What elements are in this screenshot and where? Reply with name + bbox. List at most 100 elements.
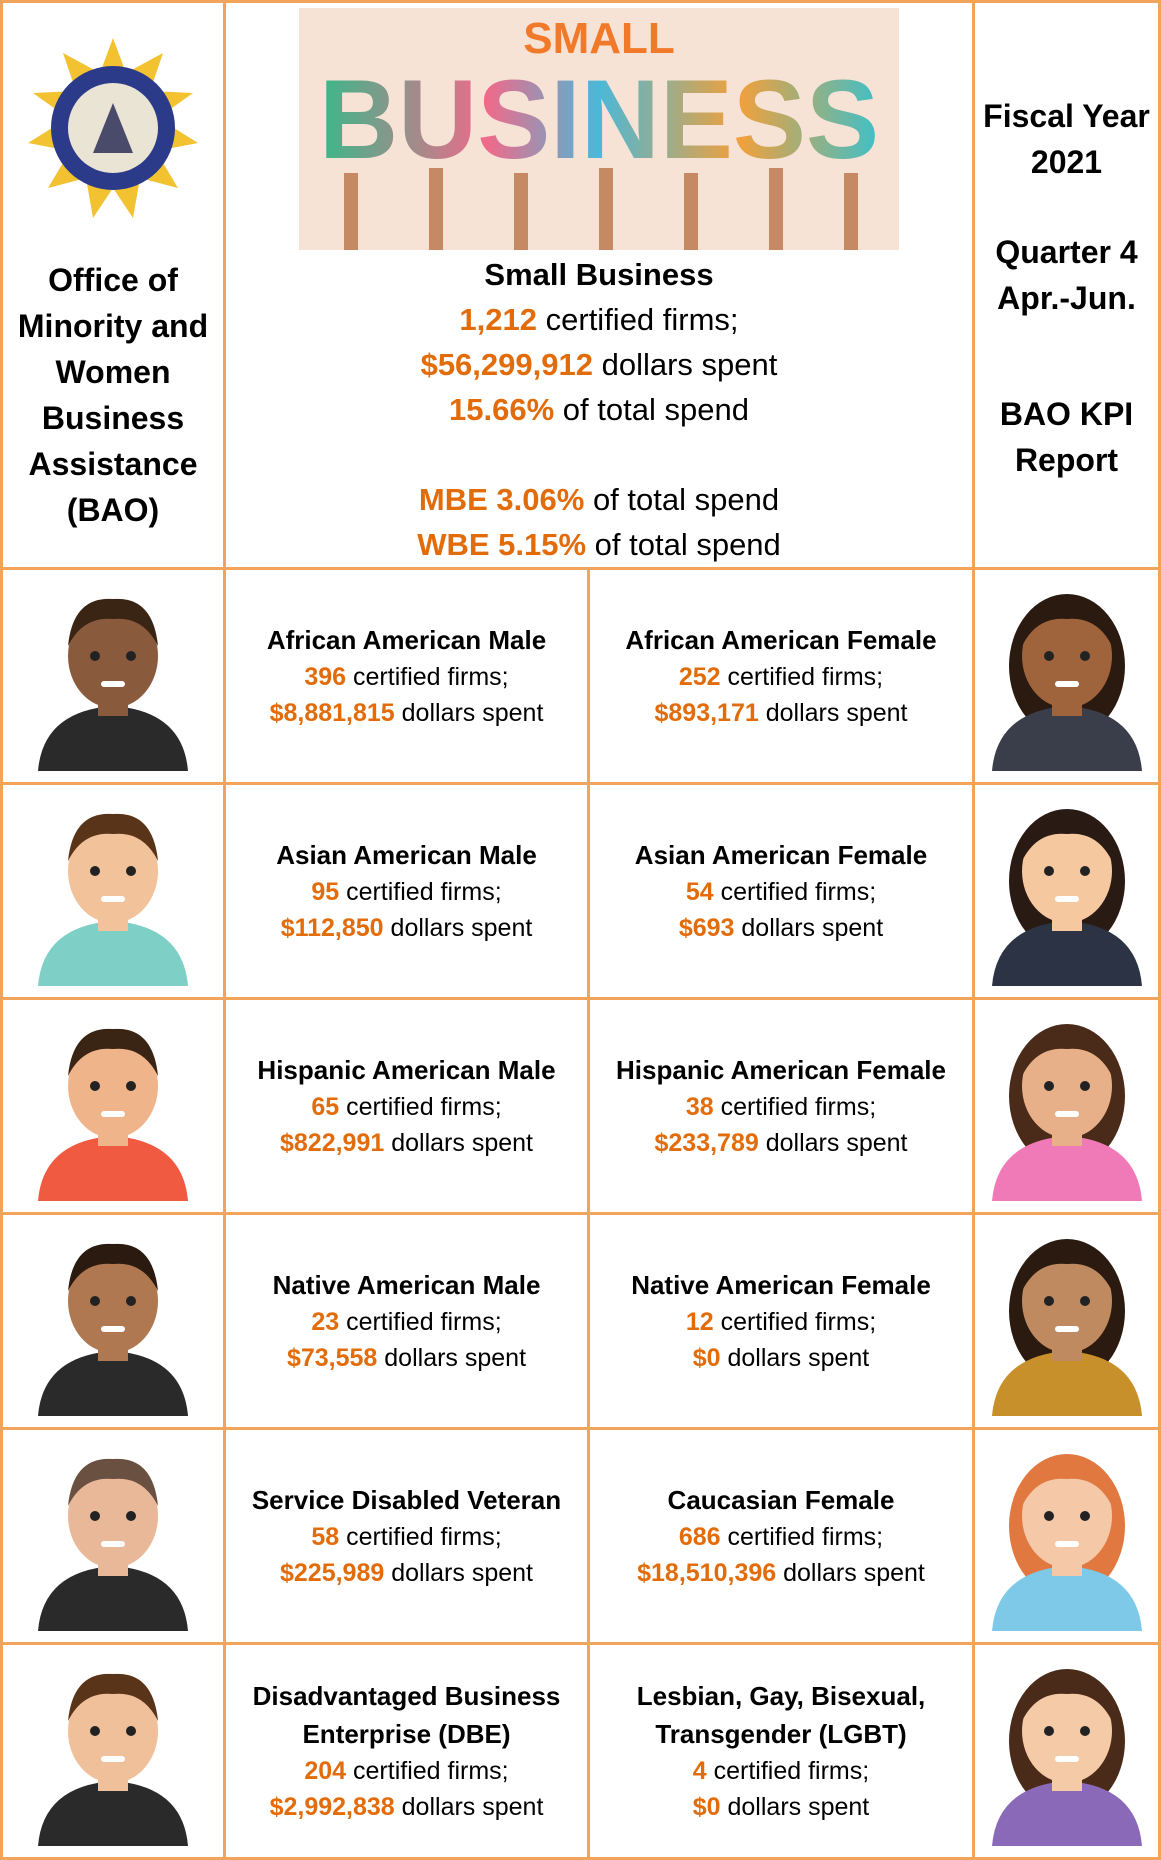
firms-line: 38 certified firms; [686,1089,876,1125]
highlight: 54 [686,878,714,906]
line-text: of total spend [563,392,749,427]
right-header: Fiscal Year 2021 Quarter 4 Apr.-Jun. BAO… [972,0,1161,570]
group-cell: Disadvantaged Business Enterprise (DBE)2… [223,1642,590,1860]
group-name: African American Female [615,621,946,659]
line-text: certified firms; [728,663,884,691]
spent-line: $0 dollars spent [693,1340,870,1376]
highlight: $73,558 [287,1344,377,1372]
spent-line: $225,989 dollars spent [280,1555,533,1591]
highlight: 58 [311,1523,339,1551]
summary-line: $56,299,912 dollars spent [417,342,781,387]
summary-line: 15.66% of total spend [417,387,781,432]
avatar [33,796,193,986]
highlight: 12 [686,1308,714,1336]
spent-line: $0 dollars spent [693,1789,870,1825]
line-text: dollars spent [391,1129,533,1157]
highlight: 252 [679,663,721,691]
fiscal-year: Fiscal Year 2021 [982,93,1152,185]
banner-small: SMALL [523,14,675,63]
group-name: African American Male [257,621,556,659]
avatar [987,1441,1147,1631]
line-text: dollars spent [402,699,544,727]
highlight: $822,991 [280,1129,384,1157]
line-text: certified firms; [721,1308,877,1336]
avatar [33,581,193,771]
line-text: certified firms; [721,1093,877,1121]
line-text: dollars spent [766,1129,908,1157]
spent-line: $233,789 dollars spent [655,1125,908,1161]
group-cell: Asian American Female 54 certified firms;… [587,782,975,1000]
highlight: 4 [693,1757,707,1785]
line-text: dollars spent [783,1559,925,1587]
highlight: WBE 5.15% [417,527,586,562]
line-text: dollars spent [728,1793,870,1821]
summary-line: WBE 5.15% of total spend [417,522,781,567]
group-name: Native American Female [621,1266,941,1304]
avatar-cell [972,782,1161,1000]
summary-line: 1,212 certified firms; [417,297,781,342]
group-name: Hispanic American Male [247,1051,565,1089]
firms-line: 204 certified firms; [304,1753,508,1789]
avatar [987,1011,1147,1201]
highlight: $8,881,815 [270,699,395,727]
highlight: 23 [311,1308,339,1336]
group-name: Asian American Female [625,836,937,874]
highlight: $0 [693,1344,721,1372]
avatar-cell [972,1427,1161,1645]
line-text: certified firms; [546,302,739,337]
banner: SMALL BUSINESS [299,8,899,250]
line-text: certified firms; [721,878,877,906]
spent-line: $8,881,815 dollars spent [270,695,544,731]
group-name: Lesbian, Gay, Bisexual, Transgender (LGB… [590,1677,972,1753]
avatar-cell [972,1642,1161,1860]
highlight: $893,171 [655,699,759,727]
highlight: 204 [304,1757,346,1785]
line-text: of total spend [593,482,779,517]
line-text: certified firms; [346,1523,502,1551]
group-name: Caucasian Female [658,1481,905,1519]
spent-line: $18,510,396 dollars spent [637,1555,925,1591]
summary-title: Small Business [484,252,713,297]
office-title: Office of Minority and Women Business As… [13,257,213,533]
highlight: $56,299,912 [421,347,593,382]
avatar-cell [0,567,226,785]
line-text: dollars spent [402,1793,544,1821]
highlight: $0 [693,1793,721,1821]
line-text: dollars spent [741,914,883,942]
firms-line: 252 certified firms; [679,659,883,695]
banner-business: BUSINESS [319,57,879,182]
line-text: dollars spent [602,347,778,382]
firms-line: 4 certified firms; [693,1753,869,1789]
avatar-cell [0,1427,226,1645]
line-text: certified firms; [346,878,502,906]
spent-line: $112,850 dollars spent [281,910,533,946]
avatar-cell [0,1212,226,1430]
line-text: certified firms; [353,663,509,691]
center-header: SMALL BUSINESS Small Business 1,212 cert… [223,0,975,570]
group-name: Native American Male [263,1266,551,1304]
firms-line: 12 certified firms; [686,1304,876,1340]
avatar [987,796,1147,986]
quarter: Quarter 4 Apr.-Jun. [982,229,1152,321]
firms-line: 686 certified firms; [679,1519,883,1555]
line-text: certified firms; [728,1523,884,1551]
report: BAO KPI Report [982,391,1152,483]
line-text: certified firms; [346,1093,502,1121]
highlight: $18,510,396 [637,1559,776,1587]
firms-line: 396 certified firms; [304,659,508,695]
highlight: 396 [304,663,346,691]
avatar-cell [0,782,226,1000]
highlight: 1,212 [459,302,537,337]
seal [18,33,208,233]
avatar-cell [0,997,226,1215]
avatar [33,1441,193,1631]
avatar-cell [0,1642,226,1860]
